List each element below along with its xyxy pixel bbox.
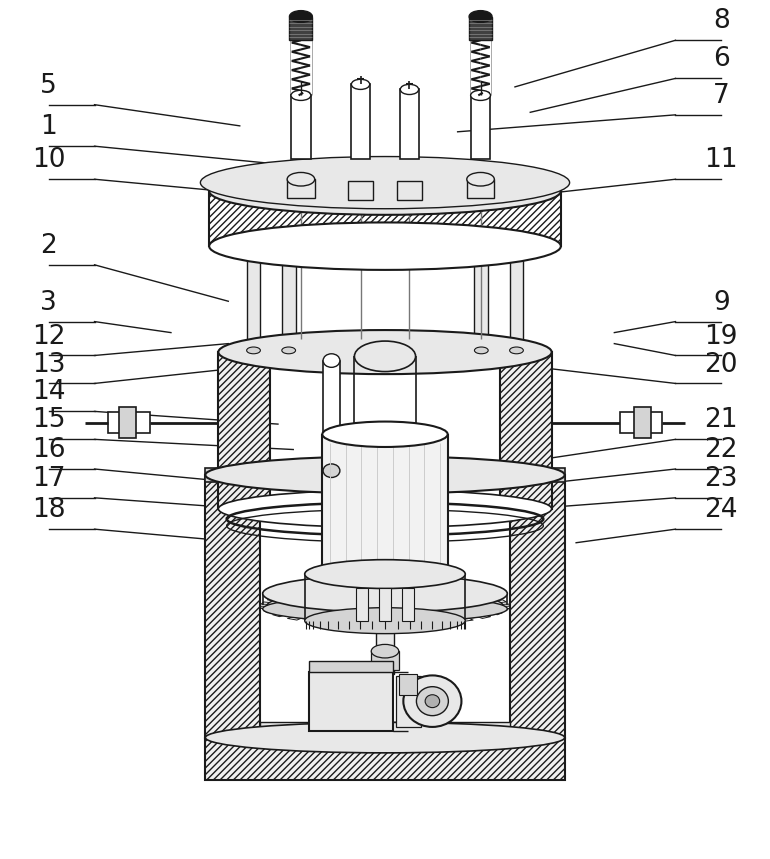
Text: 24: 24 bbox=[705, 497, 738, 523]
Bar bbox=[290, 16, 313, 40]
Text: 19: 19 bbox=[705, 324, 738, 350]
Ellipse shape bbox=[209, 222, 561, 270]
Ellipse shape bbox=[266, 589, 504, 624]
Ellipse shape bbox=[510, 245, 524, 252]
Text: 20: 20 bbox=[705, 351, 738, 377]
Bar bbox=[108, 412, 149, 433]
Ellipse shape bbox=[263, 596, 507, 622]
Bar bbox=[246, 248, 260, 350]
Bar bbox=[206, 468, 564, 482]
Text: 7: 7 bbox=[713, 83, 730, 109]
Ellipse shape bbox=[219, 330, 551, 375]
Bar bbox=[500, 352, 551, 509]
Bar bbox=[260, 722, 510, 738]
Ellipse shape bbox=[323, 422, 447, 447]
Text: 1: 1 bbox=[40, 114, 57, 140]
Text: 17: 17 bbox=[32, 466, 65, 492]
Text: 2: 2 bbox=[40, 233, 57, 259]
Ellipse shape bbox=[323, 562, 447, 586]
Bar bbox=[356, 588, 368, 621]
Text: 16: 16 bbox=[32, 437, 65, 463]
Bar bbox=[282, 248, 296, 350]
Bar bbox=[399, 674, 417, 695]
Ellipse shape bbox=[425, 695, 440, 708]
Bar bbox=[270, 352, 500, 509]
Ellipse shape bbox=[510, 347, 524, 354]
Bar bbox=[510, 248, 524, 350]
Bar bbox=[397, 181, 422, 199]
Bar bbox=[371, 651, 399, 670]
Ellipse shape bbox=[469, 10, 492, 22]
Text: 18: 18 bbox=[32, 497, 65, 523]
Bar bbox=[209, 191, 561, 247]
Ellipse shape bbox=[305, 560, 465, 588]
Ellipse shape bbox=[354, 449, 416, 475]
Ellipse shape bbox=[291, 90, 311, 101]
Bar bbox=[621, 412, 662, 433]
Bar bbox=[469, 16, 492, 40]
Ellipse shape bbox=[323, 464, 340, 478]
Ellipse shape bbox=[474, 347, 488, 354]
Ellipse shape bbox=[474, 245, 488, 252]
Text: 13: 13 bbox=[32, 351, 65, 377]
Bar bbox=[379, 588, 391, 621]
Ellipse shape bbox=[246, 245, 260, 252]
Bar bbox=[291, 95, 311, 159]
Ellipse shape bbox=[351, 79, 370, 89]
Ellipse shape bbox=[403, 675, 461, 727]
Ellipse shape bbox=[400, 84, 419, 94]
Bar bbox=[351, 84, 370, 159]
Bar bbox=[287, 180, 315, 198]
Bar bbox=[376, 621, 394, 674]
Ellipse shape bbox=[417, 686, 448, 716]
Bar bbox=[467, 180, 494, 198]
Ellipse shape bbox=[206, 456, 564, 494]
Text: 12: 12 bbox=[32, 324, 65, 350]
Ellipse shape bbox=[282, 245, 296, 252]
Bar bbox=[470, 95, 490, 159]
Ellipse shape bbox=[263, 575, 507, 612]
Text: 22: 22 bbox=[705, 437, 738, 463]
Ellipse shape bbox=[246, 347, 260, 354]
Bar bbox=[474, 248, 488, 350]
Bar bbox=[206, 475, 260, 738]
Bar bbox=[348, 181, 373, 199]
Bar bbox=[309, 672, 393, 731]
Ellipse shape bbox=[305, 607, 465, 634]
Bar bbox=[119, 407, 136, 438]
Ellipse shape bbox=[470, 90, 490, 101]
Text: 14: 14 bbox=[32, 380, 65, 405]
Text: 5: 5 bbox=[40, 73, 57, 99]
Ellipse shape bbox=[290, 10, 313, 22]
Bar bbox=[309, 661, 393, 672]
Bar bbox=[397, 676, 421, 727]
Bar bbox=[206, 738, 564, 780]
Text: 15: 15 bbox=[32, 407, 65, 434]
Ellipse shape bbox=[467, 173, 494, 186]
Ellipse shape bbox=[354, 341, 416, 372]
Ellipse shape bbox=[209, 168, 561, 215]
Text: 9: 9 bbox=[713, 289, 730, 315]
Ellipse shape bbox=[206, 722, 564, 752]
Bar bbox=[510, 475, 564, 738]
Bar bbox=[402, 588, 414, 621]
Bar bbox=[219, 352, 270, 509]
Ellipse shape bbox=[282, 347, 296, 354]
Text: 10: 10 bbox=[32, 147, 65, 174]
Bar bbox=[323, 361, 340, 471]
Ellipse shape bbox=[200, 156, 570, 209]
Text: 23: 23 bbox=[705, 466, 738, 492]
Ellipse shape bbox=[287, 173, 315, 186]
Ellipse shape bbox=[323, 354, 340, 368]
Text: 3: 3 bbox=[40, 289, 57, 315]
Text: 21: 21 bbox=[705, 407, 738, 434]
Ellipse shape bbox=[219, 490, 551, 527]
Ellipse shape bbox=[371, 644, 399, 658]
Text: 8: 8 bbox=[713, 9, 730, 34]
Bar bbox=[323, 435, 447, 574]
Text: 11: 11 bbox=[705, 147, 738, 174]
Text: 6: 6 bbox=[713, 46, 730, 72]
Bar bbox=[400, 89, 419, 159]
Bar bbox=[634, 407, 651, 438]
